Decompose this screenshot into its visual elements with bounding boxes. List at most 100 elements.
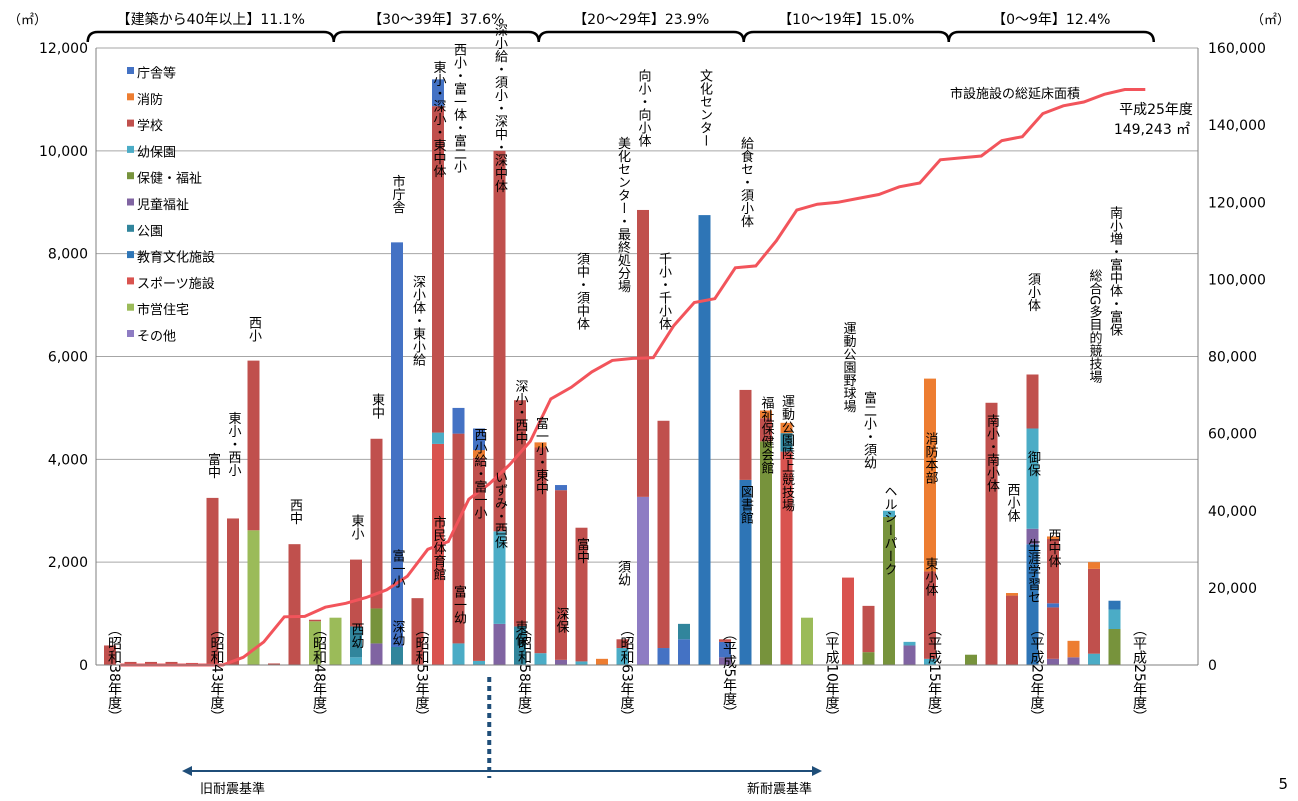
y-right-tick-label: 120,000 [1208, 195, 1266, 211]
bar-segment [1047, 658, 1059, 665]
age-bracket-label: 【10～19年】15.0% [778, 12, 914, 28]
bar-segment [1108, 629, 1121, 665]
bar-label: 美化センター・最終処分場 [615, 137, 631, 293]
bar-segment [862, 605, 875, 653]
bar-segment [452, 407, 465, 434]
legend-swatch [127, 119, 134, 127]
bar-segment [555, 485, 567, 491]
bar-label: 富二小・須幼 [861, 390, 877, 470]
bar-segment [432, 432, 444, 444]
bar-label: 深小・西中 [513, 379, 529, 444]
bar-segment [124, 661, 137, 665]
bar-label: 南小・南小体 [984, 413, 1000, 492]
legend-label: 庁舎等 [137, 66, 176, 82]
age-brackets: 【建築から40年以上】11.1% 【30～39年】37.6% 【20～29年】23.… [86, 12, 1155, 43]
bar-segment [555, 490, 567, 660]
bar-segment [411, 598, 424, 665]
bar-segment [1006, 593, 1018, 596]
bar-segment [780, 422, 793, 434]
age-bracket-line [332, 30, 540, 43]
bar-label: 運動公園陸上競技場 [779, 395, 795, 512]
bar-label: 深幼 [390, 620, 406, 647]
bar-segment [555, 659, 567, 665]
y-right-tick-label: 140,000 [1208, 118, 1266, 134]
bar-segment [432, 79, 444, 107]
bar-label: 福祉保健会館 [759, 396, 775, 474]
age-bracket-label: 【建築から40年以上】11.1% [117, 12, 305, 28]
y-right-tick-label: 0 [1208, 658, 1217, 674]
y-right-unit: （㎡） [1251, 13, 1290, 28]
bar-segment [616, 648, 629, 665]
y-right-tick-label: 100,000 [1208, 272, 1266, 288]
bar-segment [739, 479, 752, 665]
legend-swatch [127, 145, 134, 153]
bar-label: 生涯学習セ [1025, 539, 1041, 604]
bar-segment [1108, 600, 1121, 610]
bar-segment [268, 663, 280, 665]
age-bracket-label: 【30～39年】37.6% [368, 12, 504, 28]
legend-label: 保健・福祉 [137, 172, 202, 187]
legend-label: 児童福祉 [137, 197, 189, 213]
bar-segment [432, 106, 444, 433]
bar-label: 富中 [574, 537, 589, 564]
new-standard-label: 新耐震基準 [747, 781, 812, 797]
x-tick-label: （昭和63年度） [619, 622, 635, 724]
bar-label: 富一小・東中 [533, 416, 549, 495]
bar-label: 東小・西小 [226, 411, 242, 478]
bar-segment [391, 647, 403, 665]
end-year-label: 平成25年度 [1119, 102, 1193, 118]
bar-segment [1067, 640, 1080, 658]
legend-swatch [127, 93, 134, 101]
bar-label: 消防本部 [923, 432, 939, 484]
bar-segment [596, 658, 608, 665]
bar-segment [493, 531, 506, 624]
age-bracket-line [947, 30, 1155, 43]
bar-segment [883, 510, 895, 517]
bar-label: 文化センター [697, 69, 713, 147]
bar-segment [678, 623, 690, 640]
seismic-arrow-right [812, 766, 822, 776]
bar-segment [698, 215, 711, 665]
old-standard-label: 旧耐震基準 [200, 781, 265, 797]
bar-segment [473, 428, 485, 451]
line-series-label: 市設施設の総延床面積 [950, 86, 1080, 102]
bar-segment [616, 639, 629, 649]
bar-segment [329, 617, 342, 665]
bar-label: 図書館 [738, 485, 754, 524]
bar-segment [350, 657, 362, 665]
bar-segment [965, 654, 977, 665]
bar-label: 向小・向小体 [636, 68, 652, 147]
bar-label: 富一幼 [451, 585, 467, 626]
age-bracket-line [537, 30, 745, 43]
legend-label: 消防 [137, 92, 163, 108]
legend-label: 公園 [137, 224, 163, 239]
y-right-tick-label: 20,000 [1208, 581, 1257, 597]
bar-label: 須中・須中体 [574, 252, 590, 330]
x-tick-label: （平成25年度） [1131, 622, 1147, 724]
legend-label: スポーツ施設 [137, 276, 215, 292]
bar-segment [227, 518, 239, 665]
legend-label: 幼保園 [137, 145, 176, 160]
bar-label: 須幼 [615, 560, 631, 587]
bar-label: 西幼 [349, 623, 365, 650]
bar-segment [534, 447, 547, 654]
legend-swatch [127, 251, 134, 259]
x-tick-label: （昭和58年度） [516, 622, 532, 724]
bar-label: 市民体育館 [431, 515, 447, 581]
bar-segment [247, 530, 260, 665]
y-left-tick-label: 12,000 [39, 41, 88, 57]
bar-segment [883, 516, 895, 665]
y-right-tick-label: 40,000 [1208, 504, 1257, 520]
bar-segment [1088, 568, 1100, 654]
bar-segment [1026, 428, 1039, 529]
bar-segment [370, 438, 383, 609]
y-left-tick-label: 8,000 [48, 247, 88, 263]
bar-label: 東小体 [923, 556, 939, 596]
bar-segment [637, 209, 649, 497]
bar-segment [924, 658, 936, 665]
bar-label: 市庁舎 [390, 174, 406, 215]
bar-segment [575, 527, 588, 662]
bar-segment [903, 645, 916, 665]
x-tick-label: （昭和38年度） [106, 622, 122, 724]
bar-segment [493, 150, 506, 532]
